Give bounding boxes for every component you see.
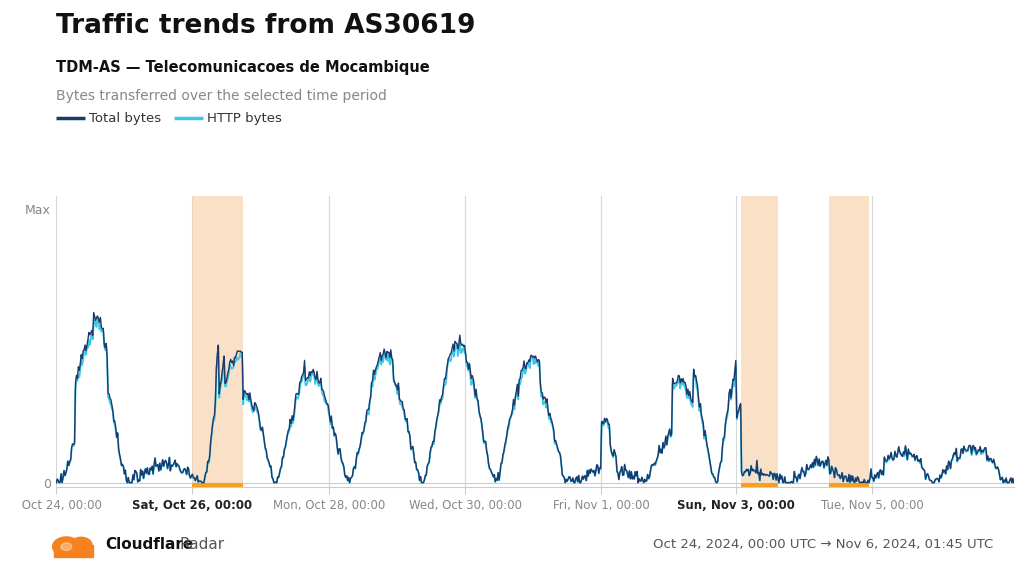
Text: HTTP bytes: HTTP bytes <box>207 112 282 124</box>
Bar <box>829 196 869 487</box>
Circle shape <box>52 537 80 556</box>
Text: TDM-AS — Telecomunicacoes de Mocambique: TDM-AS — Telecomunicacoes de Mocambique <box>56 60 430 75</box>
Circle shape <box>61 543 72 551</box>
Bar <box>191 196 243 487</box>
Text: Bytes transferred over the selected time period: Bytes transferred over the selected time… <box>56 89 387 103</box>
Text: Cloudflare: Cloudflare <box>105 537 194 552</box>
Text: Traffic trends from AS30619: Traffic trends from AS30619 <box>56 13 476 39</box>
Bar <box>54 545 93 557</box>
Text: Radar: Radar <box>179 537 224 552</box>
Bar <box>191 483 243 487</box>
Circle shape <box>71 537 92 552</box>
Text: Total bytes: Total bytes <box>89 112 161 124</box>
Bar <box>741 483 778 487</box>
Text: Oct 24, 2024, 00:00 UTC → Nov 6, 2024, 01:45 UTC: Oct 24, 2024, 00:00 UTC → Nov 6, 2024, 0… <box>653 539 993 551</box>
Bar <box>829 483 869 487</box>
Bar <box>741 196 778 487</box>
